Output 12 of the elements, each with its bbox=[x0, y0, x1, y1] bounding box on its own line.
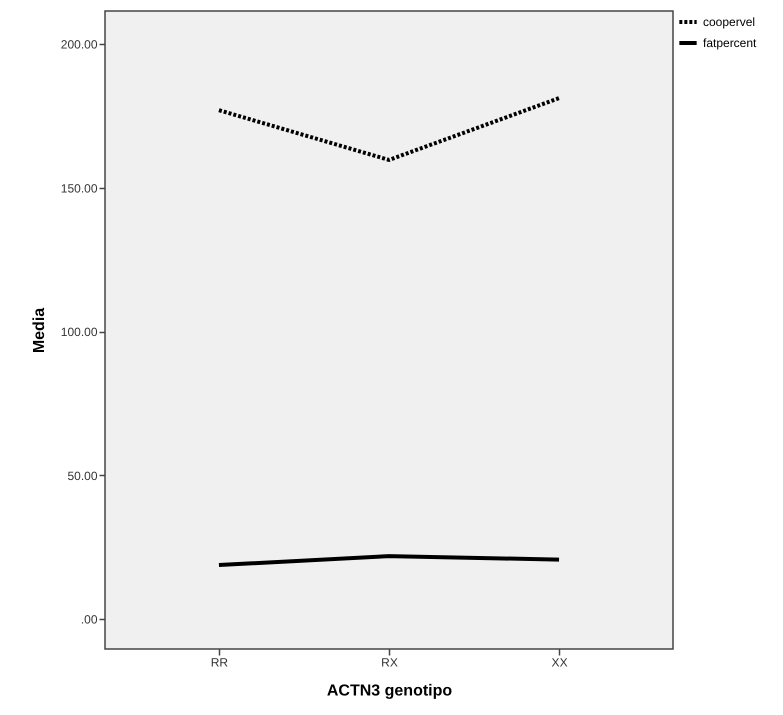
y-tick-label: .00 bbox=[80, 612, 98, 627]
legend-label: fatpercent bbox=[703, 36, 758, 50]
y-tick-label: 50.00 bbox=[67, 468, 98, 483]
y-tick-label: 150.00 bbox=[60, 181, 98, 196]
x-tick-label: XX bbox=[552, 656, 568, 670]
x-tick-label: RR bbox=[210, 656, 228, 670]
legend-label: coopervel bbox=[703, 15, 756, 29]
x-axis-title: ACTN3 genotipo bbox=[326, 682, 452, 700]
y-tick-label: 200.00 bbox=[60, 38, 98, 52]
y-axis-title: Media bbox=[30, 308, 48, 354]
x-tick-label: RX bbox=[381, 656, 398, 670]
y-tick-label: 100.00 bbox=[60, 325, 98, 340]
